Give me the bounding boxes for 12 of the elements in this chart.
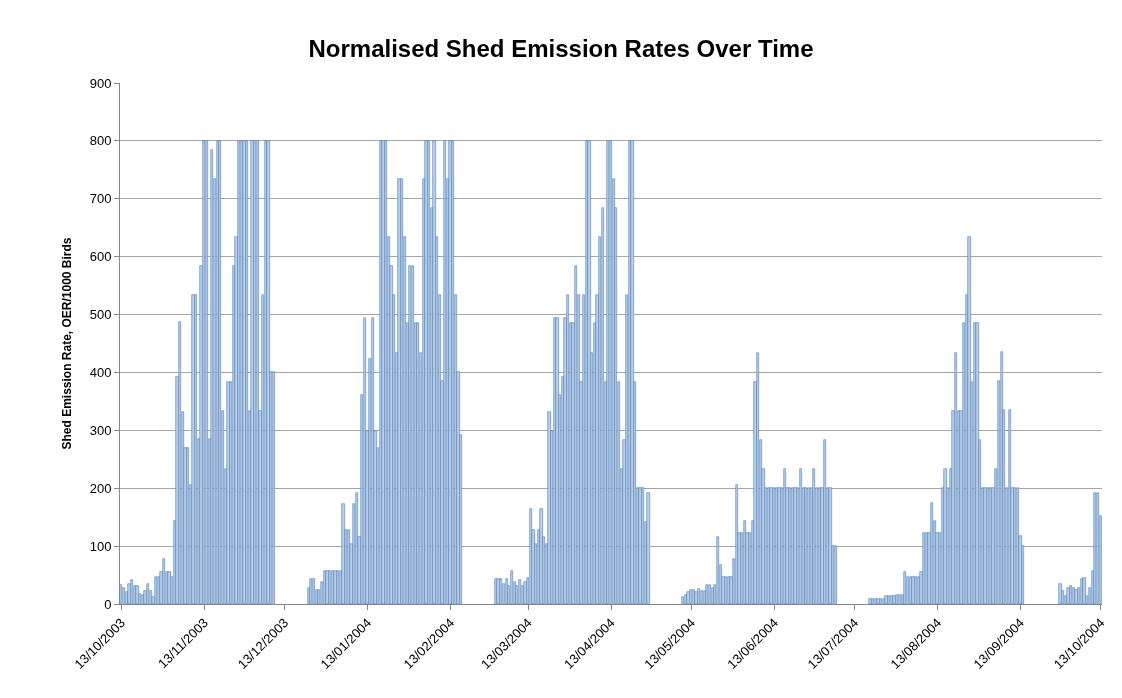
y-tick-label: 600	[89, 249, 112, 265]
y-tick-label: 700	[89, 191, 112, 207]
y-axis-title: Shed Emission Rate, OER/1000 Birds	[60, 237, 74, 450]
y-tick-label: 900	[89, 75, 112, 91]
y-tick-label: 300	[89, 422, 112, 438]
chart-title: Normalised Shed Emission Rates Over Time	[308, 35, 814, 63]
y-tick-label: 500	[89, 307, 112, 323]
y-tick-label: 100	[89, 538, 112, 554]
y-tick-label: 400	[89, 364, 112, 380]
y-tick-label: 0	[104, 596, 112, 612]
y-tick-label: 800	[89, 133, 112, 149]
y-tick-label: 200	[89, 480, 112, 496]
